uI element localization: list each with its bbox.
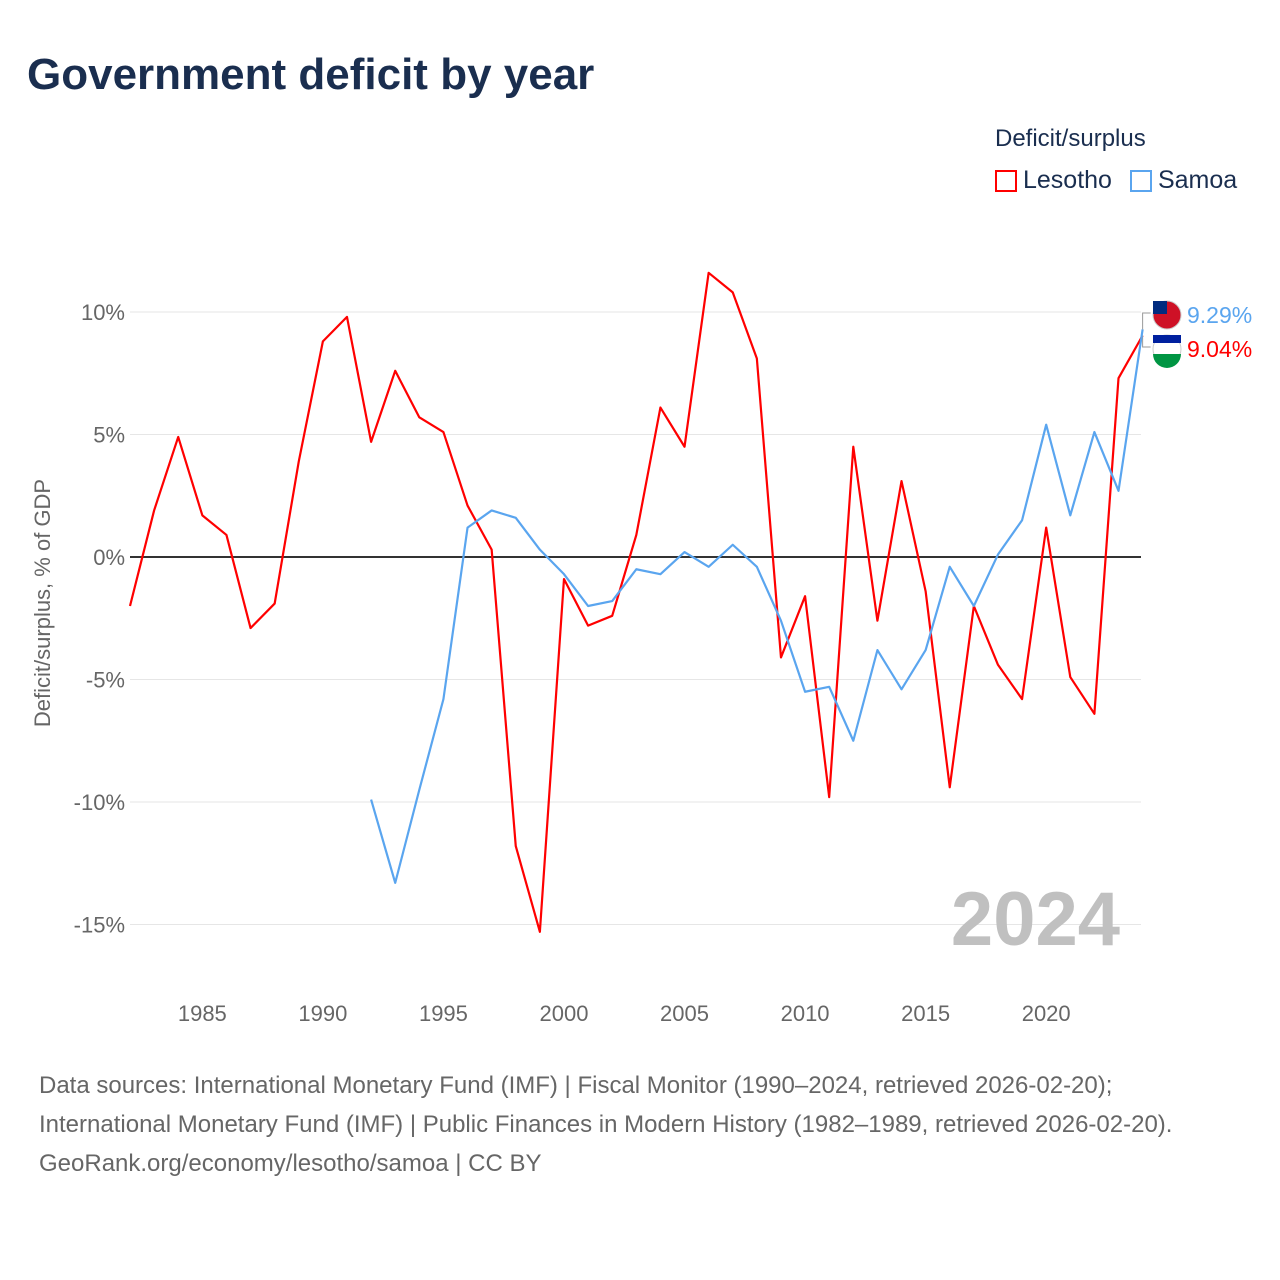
y-tick-label: -15% — [74, 913, 125, 938]
data-sources: Data sources: International Monetary Fun… — [39, 1072, 1173, 1138]
footer: Data sources: International Monetary Fun… — [39, 1066, 1239, 1183]
legend-title: Deficit/surplus — [995, 125, 1146, 152]
y-tick-label: -5% — [86, 668, 125, 693]
legend-item-samoa[interactable]: Samoa — [1129, 166, 1238, 195]
x-tick-label: 1995 — [419, 1001, 468, 1026]
x-tick-label: 2005 — [660, 1001, 709, 1026]
legend-swatch — [1129, 169, 1152, 192]
x-tick-label: 2015 — [901, 1001, 950, 1026]
x-tick-label: 2000 — [540, 1001, 589, 1026]
series-line-samoa — [370, 329, 1144, 884]
end-value-label: 9.04% — [1187, 336, 1252, 362]
x-tick-label: 2010 — [781, 1001, 830, 1026]
y-tick-label: -10% — [74, 790, 125, 815]
label-connector — [1142, 312, 1151, 330]
series-line-lesotho — [128, 271, 1144, 933]
y-tick-label: 10% — [81, 300, 125, 325]
year-watermark: 2024 — [951, 877, 1120, 962]
legend: Lesotho Samoa — [995, 166, 1237, 195]
chart-title: Government deficit by year — [27, 50, 595, 99]
y-tick-label: 0% — [93, 545, 125, 570]
end-value-label: 9.29% — [1187, 302, 1252, 328]
x-tick-label: 1990 — [298, 1001, 347, 1026]
legend-label: Samoa — [1157, 166, 1238, 194]
flag-stripe — [1153, 354, 1181, 368]
legend-item-lesotho[interactable]: Lesotho — [995, 166, 1112, 195]
legend-label: Lesotho — [1023, 166, 1112, 194]
x-tick-label: 2020 — [1022, 1001, 1071, 1026]
flag-canton — [1153, 301, 1167, 314]
x-tick-label: 1985 — [178, 1001, 227, 1026]
credit-link[interactable]: GeoRank.org/economy/lesotho/samoa | CC B… — [39, 1150, 542, 1177]
y-tick-label: 5% — [93, 423, 125, 448]
y-axis-label: Deficit/surplus, % of GDP — [30, 479, 55, 727]
label-connector — [1142, 335, 1151, 348]
legend-swatch — [995, 169, 1017, 192]
flag-stripe — [1153, 335, 1181, 343]
